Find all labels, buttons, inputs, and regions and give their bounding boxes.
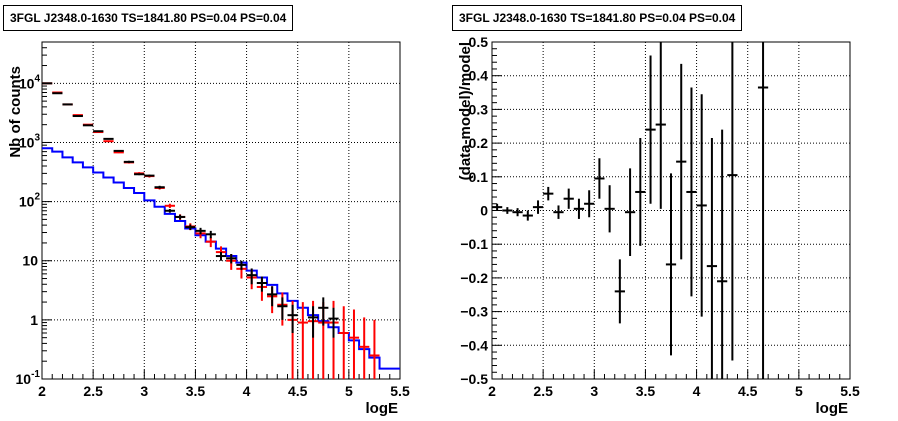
left-y-axis-title: Nb of counts <box>7 66 24 158</box>
right-y-tick-label: −0.1 <box>460 236 488 252</box>
left-y-tick-label: 104 <box>19 73 41 91</box>
right-x-tick-label: 3 <box>590 383 598 399</box>
left-y-tick-label: 10-1 <box>16 369 41 387</box>
right-y-tick-label: 0.4 <box>469 68 489 84</box>
left-y-tick-label: 10 <box>22 253 38 269</box>
left-x-axis-title: logE <box>366 400 399 417</box>
left-model-line <box>42 147 400 370</box>
right-x-tick-label: 2.5 <box>533 383 553 399</box>
right-x-tick-label: 2 <box>488 383 496 399</box>
right-y-tick-label: 0.2 <box>469 135 489 151</box>
right-x-tick-label: 5 <box>795 383 803 399</box>
right-y-tick-label: −0.5 <box>460 371 488 387</box>
right-chart-title: 3FGL J2348.0-1630 TS=1841.80 PS=0.04 PS=… <box>452 5 743 31</box>
left-y-tick-label: 1 <box>30 312 38 328</box>
left-plot-frame <box>41 41 401 380</box>
left-x-tick-label: 2.5 <box>83 383 103 399</box>
right-y-axis-title: (data-model)/model <box>457 42 474 180</box>
left-x-tick-label: 5.5 <box>390 383 410 399</box>
right-y-tick-label: −0.3 <box>460 304 488 320</box>
right-x-tick-label: 5.5 <box>840 383 860 399</box>
left-y-tick-label: 102 <box>19 192 41 210</box>
right-y-tick-label: −0.2 <box>460 270 488 286</box>
left-y-tick-label: 103 <box>19 132 41 150</box>
right-x-axis-title: logE <box>816 400 849 417</box>
left-x-tick-label: 3.5 <box>186 383 206 399</box>
right-y-tick-label: 0.1 <box>469 169 489 185</box>
left-x-tick-label: 2 <box>38 383 46 399</box>
right-y-tick-label: 0.5 <box>469 34 489 50</box>
right-x-tick-label: 4 <box>693 383 701 399</box>
right-y-tick-label: 0 <box>480 203 488 219</box>
left-x-tick-label: 4 <box>243 383 251 399</box>
right-y-tick-label: 0.3 <box>469 101 489 117</box>
right-x-tick-label: 4.5 <box>738 383 758 399</box>
left-chart-title: 3FGL J2348.0-1630 TS=1841.80 PS=0.04 PS=… <box>3 5 294 31</box>
right-x-tick-label: 3.5 <box>636 383 656 399</box>
left-x-tick-label: 3 <box>140 383 148 399</box>
left-x-tick-label: 5 <box>345 383 353 399</box>
left-x-tick-label: 4.5 <box>288 383 308 399</box>
right-y-tick-label: −0.4 <box>460 337 488 353</box>
